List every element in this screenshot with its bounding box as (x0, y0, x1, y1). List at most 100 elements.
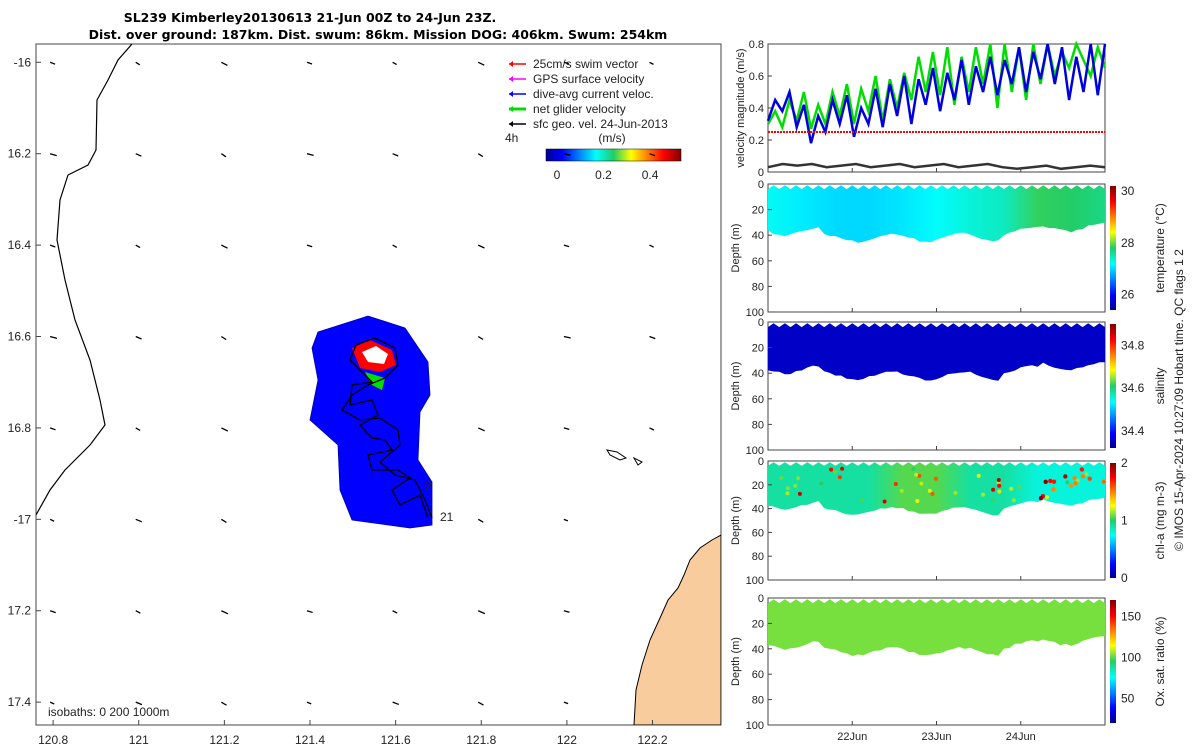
lon-tick-label: 120.8 (38, 733, 68, 747)
geo-velocity-arrow (306, 61, 313, 65)
figure-title-line1: SL239 Kimberley20130613 21-Jun 00Z to 24… (124, 10, 497, 25)
lat-tick-label: 17.2 (8, 604, 32, 618)
chl-sample-point (779, 476, 784, 480)
chl-sample-point (981, 492, 986, 497)
lat-tick-label: 16.4 (8, 238, 32, 252)
depth-tick-label: 20 (752, 343, 764, 355)
colorbar-tick-label: 0 (1121, 571, 1128, 585)
legend-arrowhead (509, 91, 513, 97)
chl-sample-point (930, 491, 935, 496)
geo-velocity-arrow (49, 701, 55, 705)
chl-sample-point (996, 478, 1001, 482)
geo-velocity-arrow (477, 610, 486, 615)
depth-axis-label: Depth (m) (730, 362, 742, 411)
geo-velocity-arrow (477, 244, 485, 249)
geo-velocity-arrow (49, 335, 58, 340)
chl-high-point (1048, 478, 1053, 484)
geo-velocity-arrow (221, 244, 228, 249)
geo-velocity-arrow (49, 61, 56, 65)
geo-velocity-arrow (135, 153, 142, 157)
depth-tick-label: 80 (752, 419, 764, 431)
chl-sample-point (893, 482, 898, 486)
colorbar-tick-label: 150 (1121, 609, 1141, 623)
lon-tick-label: 121.4 (295, 733, 325, 747)
chl-sample-point (837, 475, 842, 480)
section-panel-2: 0 20 40 60 80 100 Depth (m) 34.4 34.6 34.8 salinit… (730, 317, 1167, 457)
lon-tick-label: 122.2 (637, 733, 667, 747)
time-tick-label: 23Jun (922, 731, 952, 743)
depth-tick-label: 80 (752, 551, 764, 563)
geo-velocity-arrow (135, 610, 141, 614)
lat-tick-label: 16.6 (8, 330, 32, 344)
geo-velocity-arrow (135, 518, 142, 523)
chl-sample-point (990, 498, 995, 503)
depth-tick-label: 100 (746, 307, 764, 319)
chl-sample-point (785, 486, 790, 491)
chl-sample-point (829, 467, 834, 472)
geo-velocity-arrow (392, 244, 398, 248)
track-label-end: 21 (440, 510, 454, 524)
velocity-ytick-label: 0 (758, 167, 764, 179)
time-tick-label: 22Jun (837, 731, 867, 743)
legend-item-label: GPS surface velocity (533, 72, 644, 86)
geo-velocity-arrow (563, 427, 570, 431)
colorbar-tick-label: 34.6 (1121, 381, 1145, 395)
geo-velocity-arrow (49, 427, 56, 431)
depth-tick-label: 60 (752, 669, 764, 681)
depth-tick-label: 100 (746, 575, 764, 587)
lat-tick-label: 16.2 (8, 147, 32, 161)
marker-4h: 4h (505, 131, 518, 145)
section-panel-3: 0 20 40 60 80 100 Depth (m) 0 1 2 chl-a (mg m-3) (730, 456, 1167, 587)
depth-tick-label: 60 (752, 394, 764, 406)
chl-high-point (1068, 483, 1073, 488)
depth-tick-label: 60 (752, 527, 764, 539)
legend-arrowhead (509, 121, 513, 127)
chl-high-point (1051, 479, 1057, 484)
geo-velocity-arrow (477, 701, 484, 706)
chl-sample-point (1011, 498, 1016, 503)
section-colorbar (1110, 463, 1116, 578)
geo-velocity-arrow (221, 610, 229, 615)
chl-high-point (1079, 467, 1085, 472)
lat-tick-label: 16.8 (8, 421, 32, 435)
lon-tick-label: 121 (129, 733, 149, 747)
depth-tick-label: 0 (758, 179, 764, 191)
chl-high-point (1101, 479, 1107, 484)
chl-sample-point (1084, 472, 1089, 477)
geo-velocity-arrow (563, 244, 570, 248)
colorbar-tick-label: 34.8 (1121, 338, 1145, 352)
section-panel-1: 0 20 40 60 80 100 Depth (m) 26 28 30 temperature (… (730, 179, 1167, 319)
geo-velocity-arrow (649, 244, 654, 248)
depth-tick-label: 40 (752, 368, 764, 380)
lon-tick-label: 121.8 (466, 733, 496, 747)
chl-high-point (1043, 479, 1048, 484)
geo-velocity-arrow (135, 61, 141, 66)
geo-velocity-arrow (306, 244, 313, 248)
geo-velocity-arrow (221, 701, 227, 706)
colorbar-tick-label: 0.4 (642, 168, 659, 182)
chl-sample-point (833, 469, 838, 474)
chl-sample-point (797, 491, 802, 496)
section-colorbar (1110, 324, 1116, 448)
depth-tick-label: 40 (752, 504, 764, 516)
section-colorbar (1110, 600, 1116, 723)
chl-sample-point (899, 488, 904, 493)
depth-tick-label: 0 (758, 593, 764, 605)
geo-velocity-arrow (135, 244, 141, 249)
depth-tick-label: 0 (758, 456, 764, 468)
geo-velocity-arrow (49, 244, 56, 248)
legend-arrowhead (509, 106, 513, 112)
colorbar-tick-label: 26 (1121, 288, 1135, 302)
colorbar-tick-label: 1 (1121, 514, 1128, 528)
island-outline-small (632, 456, 643, 466)
colorbar-tick-label: 2 (1121, 456, 1128, 470)
depth-tick-label: 100 (746, 720, 764, 732)
green-patch (365, 372, 385, 390)
lat-tick-label: -16 (14, 55, 32, 69)
chl-high-point (1087, 476, 1092, 481)
chl-sample-point (997, 489, 1002, 494)
colorbar-label: chl-a (mg m-3) (1153, 481, 1167, 559)
geo-velocity-arrow (563, 701, 569, 705)
chl-sample-point (927, 488, 932, 493)
time-axis: 22Jun 23Jun 24Jun (837, 168, 1036, 743)
